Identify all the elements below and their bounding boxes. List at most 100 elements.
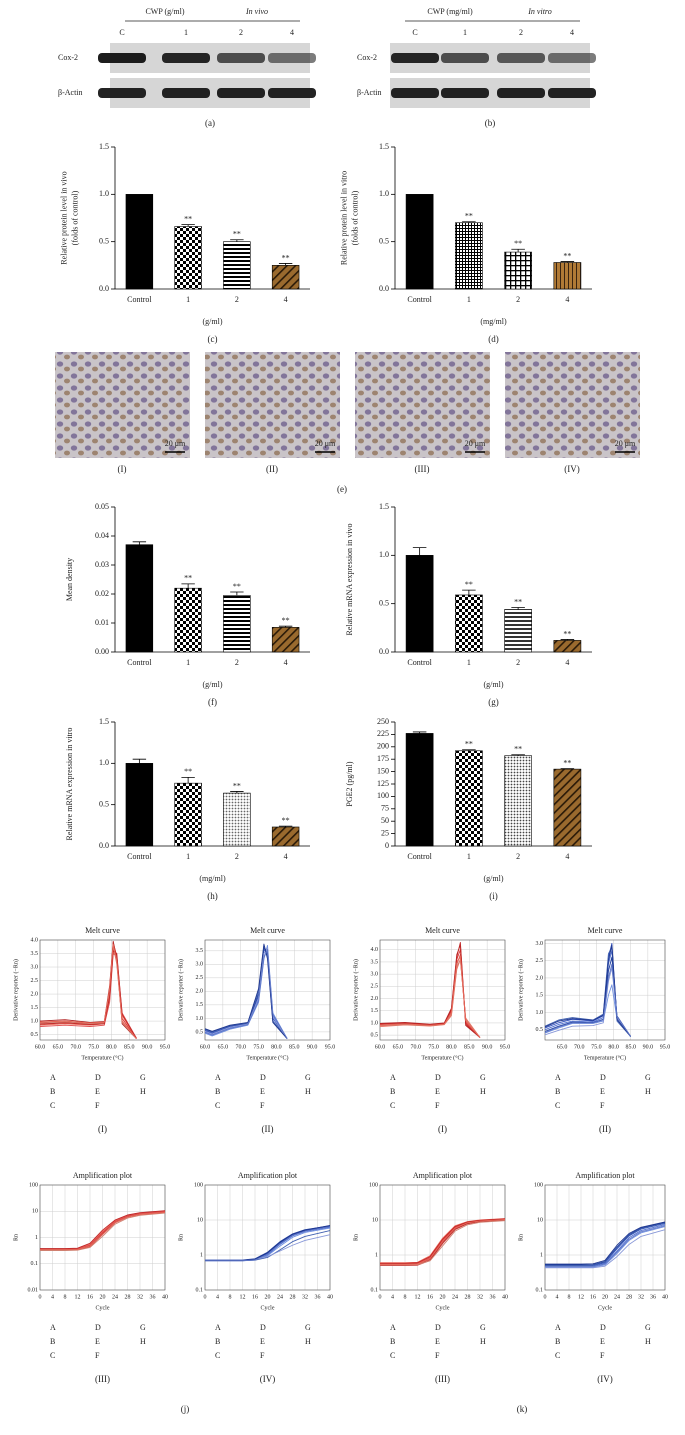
plot-frame [204,939,331,1041]
bar [405,194,434,290]
blot-band [441,53,489,63]
legend-entry: A [390,1073,396,1082]
legend-entry: E [260,1337,265,1346]
y-tick-label: 0.03 [95,560,109,569]
legend-entry: D [95,1323,101,1332]
blot-band [497,53,545,63]
x-axis-label: (g/ml) [203,680,223,689]
blot-row-label: Cox-2 [357,53,377,62]
bar [271,265,300,290]
legend-entry: D [95,1073,101,1082]
image-label: (II) [266,464,278,474]
legend-entry: H [645,1087,651,1096]
blot-band [98,88,146,98]
curve [545,1222,666,1266]
x-tick-label: Control [407,295,432,304]
x-tick-label: 40 [162,1294,168,1300]
x-tick-label: 4 [284,852,288,861]
error-bar [462,589,476,595]
bar [405,555,434,653]
x-tick-label: 16 [427,1294,433,1300]
significance: ** [514,745,522,754]
y-axis-label: Rn [178,1234,184,1241]
y-tick-label: 100 [369,1182,378,1188]
x-tick-label: 24 [112,1294,118,1300]
legend-entry: G [305,1323,311,1332]
error-bar [181,224,195,227]
legend-entry: H [140,1087,146,1096]
blot-band [497,88,545,98]
panel-caption: (e) [337,484,347,494]
bar [174,587,202,653]
x-tick-label: 36 [650,1294,656,1300]
x-tick-label: 24 [277,1294,283,1300]
lane-label: 4 [290,28,294,37]
y-tick-label: 10 [537,1217,543,1223]
y-tick-label: 2.5 [536,958,544,964]
x-tick-label: 1 [186,852,190,861]
legend-entry: E [95,1087,100,1096]
significance: ** [563,251,571,260]
legend-entry: D [435,1323,441,1332]
x-tick-label: Control [407,658,432,667]
image-label: (III) [415,464,430,474]
x-tick-label: 16 [252,1294,258,1300]
bar [455,594,483,653]
y-tick-label: 0.0 [379,284,389,293]
x-axis-label: (mg/ml) [199,874,226,883]
x-tick-label: 60.0 [35,1044,46,1050]
blot-row-label: β-Actin [58,88,83,97]
bar [223,595,251,653]
legend-entry: E [260,1087,265,1096]
blot-header: CWP (mg/ml) [427,7,473,16]
bar [271,826,300,847]
x-tick-label: 75.0 [253,1044,264,1050]
legend-entry: D [600,1323,606,1332]
y-axis-label: Rn [353,1234,359,1241]
x-axis-label: Cycle [261,1305,275,1311]
curve [544,963,632,1037]
y-tick-label: 1.0 [536,1010,544,1016]
error-bar [230,791,244,794]
x-tick-label: 32 [477,1294,483,1300]
x-tick-label: 60.0 [375,1044,386,1050]
blot-row-label: Cox-2 [58,53,78,62]
blot-band [162,88,210,98]
scale-label: 20 μm [315,439,336,448]
y-tick-label: 1.0 [379,550,389,559]
x-tick-label: 40 [662,1294,668,1300]
bar [174,226,202,290]
legend-entry: F [435,1101,440,1110]
blot-band [391,88,439,98]
lane-label: C [412,28,417,37]
x-tick-label: 80.0 [106,1044,117,1050]
bar [405,733,434,847]
bar [553,262,582,290]
histology-image [205,352,340,458]
blot-band [268,88,316,98]
y-tick-label: 3.5 [31,951,39,957]
y-axis-label: Rn [518,1234,524,1241]
x-tick-label: 85.0 [625,1044,636,1050]
panel-caption: (f) [208,697,217,707]
y-tick-label: 10 [372,1217,378,1223]
significance: ** [282,616,290,625]
x-tick-label: 28 [125,1294,131,1300]
y-tick-label: 3.0 [31,964,39,970]
x-tick-label: 2 [516,658,520,667]
lane-label: 2 [519,28,523,37]
x-tick-label: 0 [39,1294,42,1300]
plot-frame [39,1184,166,1291]
curve [379,955,481,1038]
y-tick-label: 150 [377,766,389,775]
x-tick-label: Control [407,852,432,861]
x-tick-label: 2 [235,658,239,667]
legend-entry: H [645,1337,651,1346]
x-tick-label: 8 [229,1294,232,1300]
y-tick-label: 1.5 [196,1002,204,1008]
chart-title: Melt curve [85,926,120,935]
x-tick-label: 80.0 [608,1044,619,1050]
y-axis-label: Mean density [65,558,74,601]
x-axis-label: (g/ml) [484,680,504,689]
